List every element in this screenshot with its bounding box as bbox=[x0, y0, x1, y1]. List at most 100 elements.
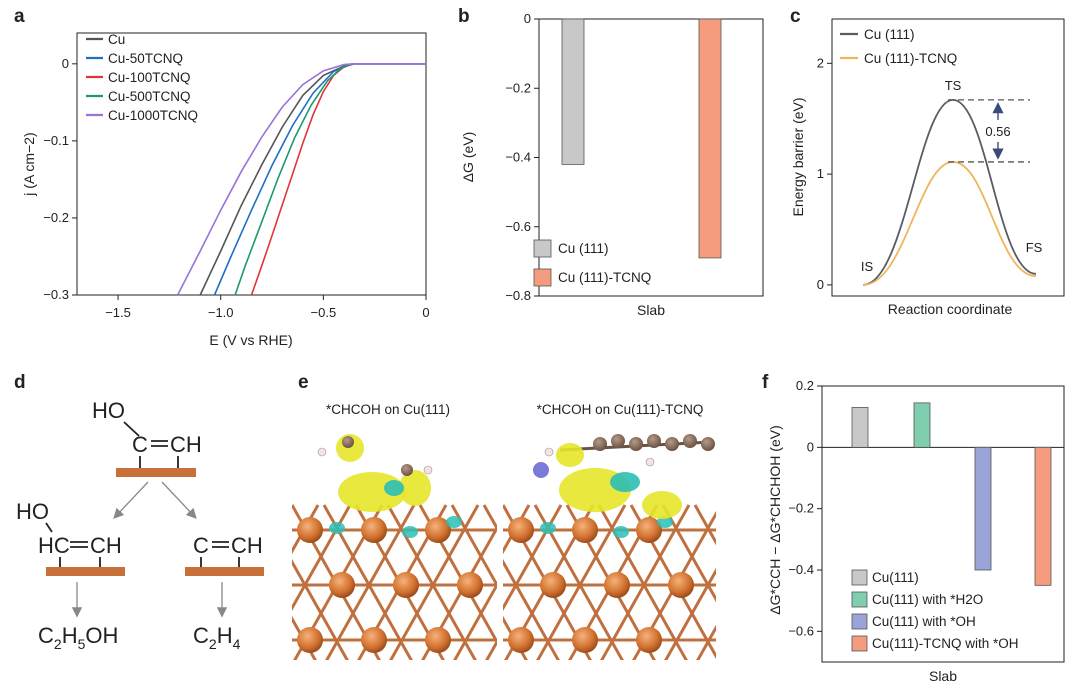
panel-label-e: e bbox=[298, 372, 309, 393]
cu-atom bbox=[297, 627, 323, 653]
chart-f-legend-swatch bbox=[851, 635, 868, 652]
tcnq-c-atom bbox=[611, 434, 625, 448]
structure-label-cu111: *CHCOH on Cu(111) bbox=[326, 402, 450, 417]
panel-label-b: b bbox=[458, 6, 470, 27]
arrow-to-ethanol-path bbox=[113, 481, 149, 519]
cu-atom bbox=[508, 627, 534, 653]
chart-b-ytick-label: −0.4 bbox=[505, 150, 531, 165]
cu-atom bbox=[572, 517, 598, 543]
chart-f-legend-swatch bbox=[851, 569, 868, 586]
chart-a-xtick-label: −1.0 bbox=[208, 305, 234, 320]
chart-f-legend-swatch bbox=[851, 591, 868, 608]
h-atom bbox=[645, 457, 655, 467]
chart-f-ylabel: ΔG*CCH − ΔG*CHCHOH (eV) bbox=[767, 425, 783, 614]
chem-left-ho: HO bbox=[16, 499, 49, 524]
cu-atom bbox=[508, 517, 534, 543]
chart-c-legend: Cu (111) Cu (111)-TCNQ bbox=[840, 27, 957, 66]
n-atom bbox=[533, 462, 549, 478]
chart-f-legend-label: Cu(111) with *OH bbox=[872, 614, 976, 629]
tcnq-c-atom bbox=[701, 437, 715, 451]
chart-a-series bbox=[176, 63, 426, 296]
chart-f-frame bbox=[821, 385, 1065, 663]
cu-atom bbox=[572, 627, 598, 653]
chart-a-xtick-label: −1.5 bbox=[105, 305, 131, 320]
chart-b-bars bbox=[561, 18, 722, 259]
chart-b-y-ticks: 0 −0.2 −0.4 −0.6 −0.8 bbox=[505, 11, 539, 303]
c-atom bbox=[401, 464, 413, 476]
chem-top-c: C bbox=[132, 432, 148, 457]
cu-atom bbox=[297, 517, 323, 543]
chem-top-ch: CH bbox=[170, 432, 202, 457]
chart-b-ytick-label: −0.6 bbox=[505, 219, 531, 234]
chart-b-legend-label: Cu (111) bbox=[558, 241, 609, 256]
chart-c-ylabel: Energy barrier (eV) bbox=[790, 97, 806, 216]
chart-c-ytick-label: 2 bbox=[817, 55, 824, 70]
charge-lobe-cyan bbox=[446, 516, 462, 528]
cu-bond bbox=[693, 504, 716, 546]
chart-f-legend-swatch bbox=[851, 613, 868, 630]
chart-c-ytick-label: 0 bbox=[817, 277, 824, 292]
chart-a-ytick-label: −0.2 bbox=[43, 210, 69, 225]
cu-atom bbox=[668, 572, 694, 598]
product-ethylene: C2H4 bbox=[193, 623, 241, 652]
cu-bond bbox=[791, 505, 881, 665]
chart-b-legend-swatch bbox=[533, 239, 552, 258]
chart-f-legend-label: Cu(111) bbox=[872, 570, 919, 585]
panel-label-d: d bbox=[14, 372, 26, 393]
cu-atom bbox=[636, 517, 662, 543]
product-ethanol: C2H5OH bbox=[38, 623, 118, 652]
chart-f-ytick-label: −0.6 bbox=[788, 623, 814, 638]
structure-label-cu111-tcnq: *CHCOH on Cu(111)-TCNQ bbox=[537, 402, 704, 417]
chart-a-legend: Cu Cu-50TCNQ Cu-100TCNQ Cu-500TCNQ Cu-1000TC… bbox=[86, 32, 198, 123]
charge-lobe-cyan bbox=[402, 526, 418, 538]
cu-bond bbox=[696, 624, 716, 660]
cu-atom bbox=[604, 572, 630, 598]
chart-f-ytick-label: −0.2 bbox=[788, 501, 814, 516]
cu-atom bbox=[457, 572, 483, 598]
chart-a-legend-label: Cu-50TCNQ bbox=[108, 51, 183, 66]
cu-atom bbox=[636, 627, 662, 653]
chart-a-series-line bbox=[199, 63, 426, 296]
chart-c-state-label: FS bbox=[1026, 240, 1043, 255]
arrow-to-ethylene-path bbox=[161, 481, 197, 519]
chart-c-xlabel: Reaction coordinate bbox=[888, 301, 1013, 317]
charge-lobe-cyan bbox=[657, 516, 673, 528]
chart-c-legend-label: Cu (111)-TCNQ bbox=[864, 51, 957, 66]
structure-cu111 bbox=[292, 434, 497, 660]
chart-a-ytick-label: −0.3 bbox=[43, 287, 69, 302]
chart-a-x-ticks: −1.5 −1.0 −0.5 0 bbox=[105, 295, 430, 320]
structure-cu111-tcnq bbox=[503, 434, 881, 665]
cu-atom bbox=[393, 572, 419, 598]
chart-b-legend-swatch bbox=[533, 268, 552, 287]
charge-lobe-yellow bbox=[399, 470, 431, 506]
chart-f-bar bbox=[974, 446, 992, 571]
chart-a-xtick-label: −0.5 bbox=[311, 305, 337, 320]
tcnq-c-atom bbox=[593, 437, 607, 451]
chart-f-legend-label: Cu(111)-TCNQ with *OH bbox=[872, 636, 1019, 651]
charge-lobe-cyan bbox=[613, 526, 629, 538]
panel-label-a: a bbox=[14, 6, 25, 27]
panel-label-c: c bbox=[790, 6, 801, 27]
reaction-pathway-scheme: HO C CH HO HC CH C CH C2H5OH C2H4 bbox=[16, 398, 264, 652]
chart-a-ytick-label: −0.1 bbox=[43, 133, 69, 148]
c-atom bbox=[342, 436, 354, 448]
chart-c-barrier-annotation: 0.56 bbox=[948, 99, 1030, 163]
chart-a-legend-label: Cu-100TCNQ bbox=[108, 70, 191, 85]
tcnq-c-atom bbox=[647, 434, 661, 448]
chart-a-xlabel: E (V vs RHE) bbox=[209, 332, 292, 348]
structure-cu111-tcnq-content bbox=[503, 434, 881, 665]
chem-top-ho: HO bbox=[92, 398, 125, 423]
chart-c-legend-label: Cu (111) bbox=[864, 27, 915, 42]
chart-b-deltaG-bars: 0−0.2−0.4−0.6−0.8 Cu (111)Cu (111)-TCNQ … bbox=[460, 11, 764, 318]
chart-f-bar bbox=[1034, 446, 1052, 586]
chart-f-deltaG-difference: 0.2 0 −0.2 −0.4 −0.6 Cu(111) Cu(111) with *H2… bbox=[767, 378, 1065, 684]
chart-c-state-label: IS bbox=[861, 259, 874, 274]
chart-f-ytick-label: −0.4 bbox=[788, 562, 814, 577]
cu-atom bbox=[329, 572, 355, 598]
chart-f-xlabel: Slab bbox=[929, 668, 957, 684]
panel-label-f: f bbox=[762, 372, 769, 393]
charge-lobe-yellow bbox=[556, 443, 584, 467]
chart-f-ytick-label: 0 bbox=[807, 439, 814, 454]
chart-a-legend-label: Cu-1000TCNQ bbox=[108, 108, 198, 123]
